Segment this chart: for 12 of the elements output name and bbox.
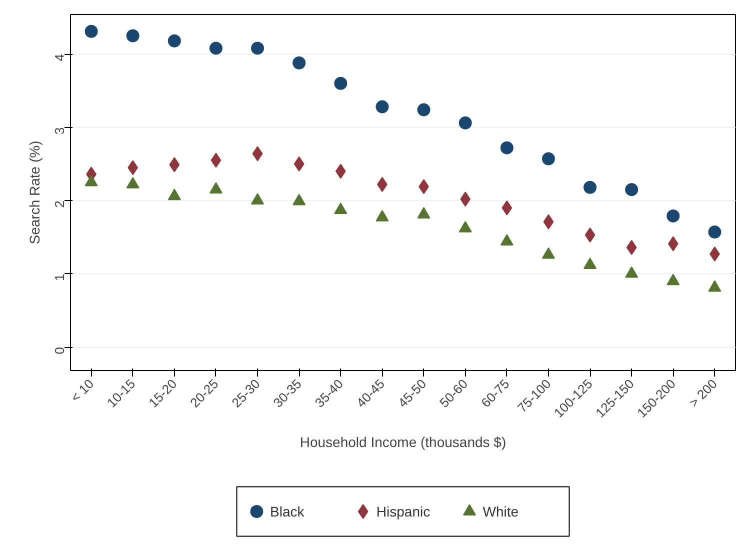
y-axis-title: Search Rate (%): [26, 140, 42, 244]
legend-label: Hispanic: [376, 504, 430, 520]
y-tick-label: 4: [52, 54, 67, 62]
y-tick-label: 1: [52, 274, 67, 282]
x-axis-title: Household Income (thousands $): [300, 434, 506, 450]
x-tick-label: > 200: [686, 376, 720, 410]
x-tick-label: < 10: [68, 376, 97, 405]
legend-label: White: [482, 504, 519, 520]
y-tick-label: 0: [52, 347, 67, 354]
legend-label: Black: [270, 504, 306, 520]
y-tick-label: 2: [52, 200, 67, 208]
y-tick-label: 3: [52, 127, 67, 135]
